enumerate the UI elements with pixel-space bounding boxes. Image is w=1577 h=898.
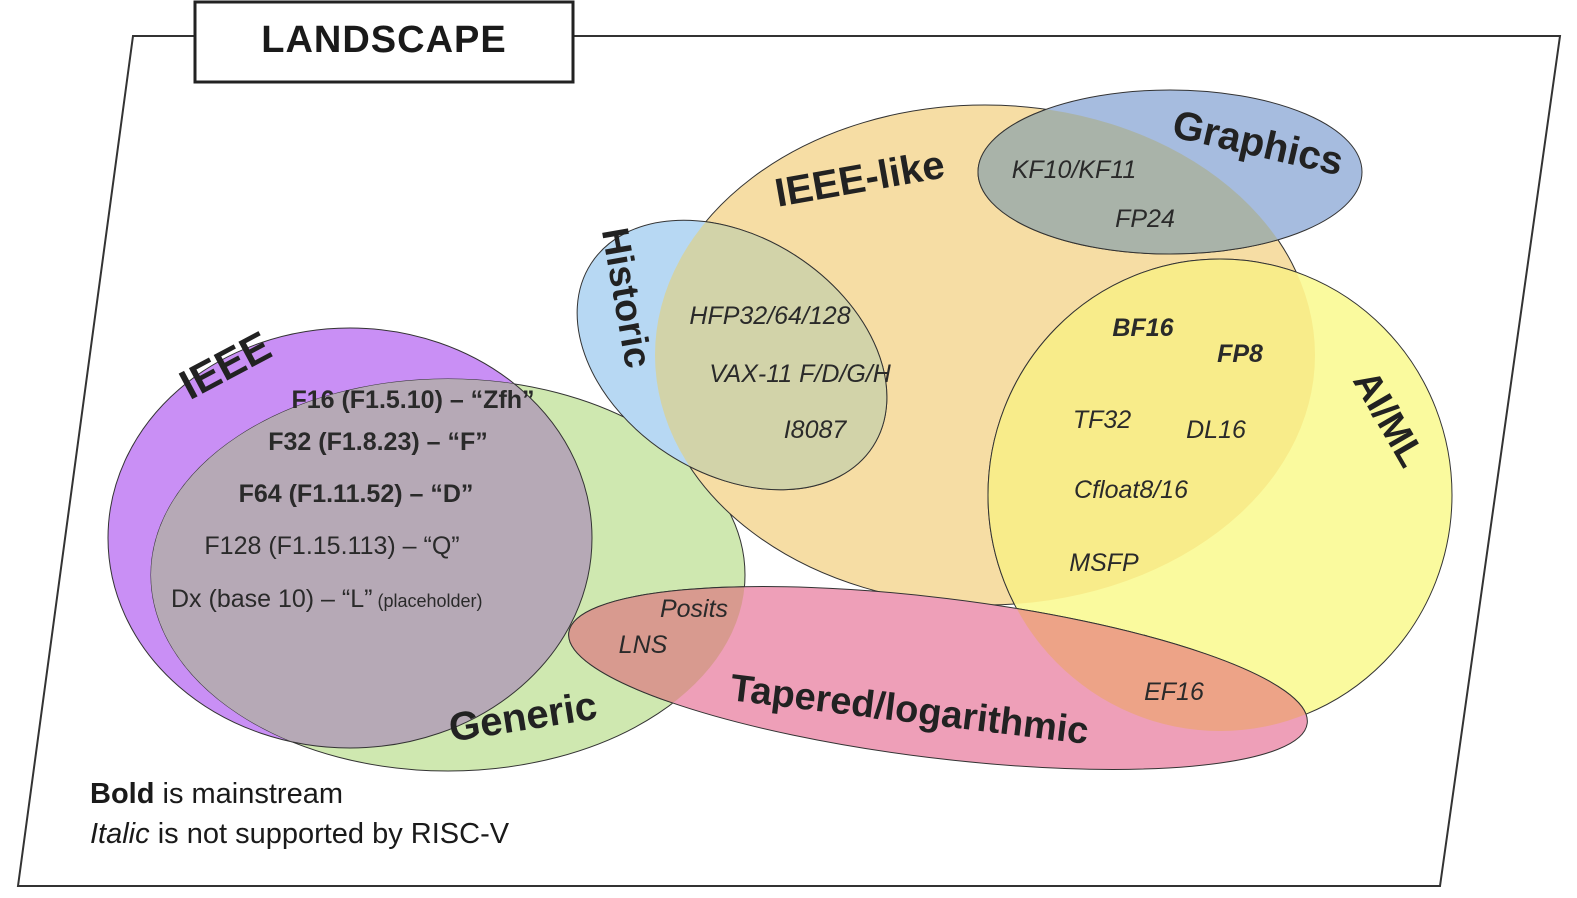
item-f64: F64 (F1.11.52) – “D” [239, 480, 474, 508]
item-i8087: I8087 [784, 416, 848, 444]
item-fp8: FP8 [1217, 340, 1263, 368]
item-dx: Dx (base 10) – “L” (placeholder) [171, 585, 483, 613]
item-dl16: DL16 [1186, 416, 1246, 444]
legend-italic-line: Italic is not supported by RISC-V [90, 814, 509, 854]
item-kf10: KF10/KF11 [1012, 156, 1137, 184]
item-hfp: HFP32/64/128 [689, 302, 850, 330]
item-dx-text: Dx (base 10) – “L” [171, 585, 372, 613]
item-lns: LNS [619, 631, 668, 659]
item-cfloat: Cfloat8/16 [1074, 476, 1188, 504]
item-posits: Posits [660, 595, 728, 623]
item-f32: F32 (F1.8.23) – “F” [268, 428, 488, 456]
item-f16: F16 (F1.5.10) – “Zfh” [291, 386, 534, 414]
item-msfp: MSFP [1069, 549, 1139, 577]
item-tf32: TF32 [1073, 406, 1131, 434]
item-f128: F128 (F1.15.113) – “Q” [204, 532, 459, 560]
overlap-ai-ml-ieee-like [987, 258, 1315, 605]
item-bf16: BF16 [1112, 314, 1174, 342]
item-fp24: FP24 [1115, 205, 1175, 233]
item-dx-note: (placeholder) [377, 591, 482, 611]
item-vax: VAX-11 F/D/G/H [709, 360, 891, 388]
legend-bold-rest: is mainstream [154, 778, 343, 810]
legend-italic-word: Italic [90, 818, 150, 850]
overlap-tapered-generic [568, 586, 745, 770]
legend: Bold is mainstream Italic is not support… [90, 774, 509, 854]
legend-italic-rest: is not supported by RISC-V [149, 818, 510, 850]
diagram-title: LANDSCAPE [261, 19, 506, 61]
legend-bold-line: Bold is mainstream [90, 774, 509, 814]
item-ef16: EF16 [1144, 678, 1204, 706]
title-box [193, 0, 575, 84]
legend-bold-word: Bold [90, 778, 155, 810]
